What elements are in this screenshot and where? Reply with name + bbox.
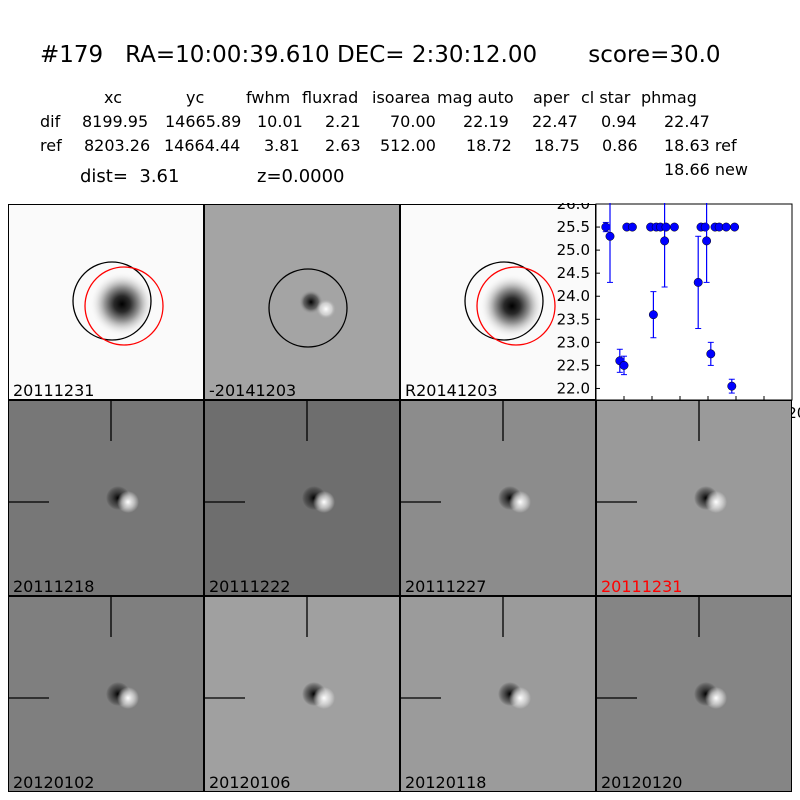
cutout-image: [401, 401, 532, 514]
data-point: [601, 222, 611, 232]
cutout-panel: 20120102: [8, 596, 204, 792]
reference-image: [72, 261, 164, 346]
data-point: [693, 277, 703, 287]
cutout-panel: 20120118: [400, 596, 596, 792]
data-point: [648, 310, 658, 320]
panel-label: 20111222: [209, 577, 291, 596]
column-header-yc: yc: [186, 88, 205, 107]
reference-image-panel: 20111231: [8, 204, 204, 400]
row-label-ref: ref: [40, 136, 62, 155]
data-point: [727, 381, 737, 391]
column-header-mag-auto: mag auto: [437, 88, 514, 107]
panel-label: -20141203: [209, 381, 297, 400]
phmag-new: 18.66 new: [664, 160, 748, 179]
column-header-phmag: phmag: [641, 88, 697, 107]
y-tick-label: 23.5: [557, 310, 590, 328]
ref-aperture-circle: [72, 261, 152, 341]
panel-label: 20111227: [405, 577, 487, 596]
ref-yc: 14664.44: [164, 136, 241, 155]
page-title: #179 RA=10:00:39.610 DEC= 2:30:12.00 sco…: [40, 42, 721, 68]
remapped-reference-image: [464, 261, 556, 346]
ref-aper: 18.75: [534, 136, 580, 155]
cutout-image: [205, 401, 336, 514]
column-header-aper: aper: [533, 88, 570, 107]
ref-xc: 8203.26: [84, 136, 151, 155]
ref-cl-star: 0.86: [602, 136, 638, 155]
data-point: [661, 222, 671, 232]
cutout-image: [401, 597, 532, 710]
data-point: [605, 231, 615, 241]
remapped-reference-panel: R20141203: [400, 204, 596, 400]
data-point: [619, 360, 629, 370]
dif-isoarea: 70.00: [390, 112, 436, 131]
redshift-value: z=0.0000: [257, 166, 345, 187]
dif-xc: 8199.95: [82, 112, 149, 131]
diff-aperture-circle: [268, 268, 348, 348]
data-point: [700, 222, 710, 232]
dif-fwhm: 10.01: [257, 112, 303, 131]
cutout-panel: 20120120: [596, 596, 792, 792]
y-tick-label: 25.0: [557, 241, 590, 259]
y-tick-label: 24.0: [557, 287, 590, 305]
column-header-isoarea: isoarea: [372, 88, 431, 107]
panel-label: 20111231: [13, 381, 95, 400]
dif-fluxrad: 2.21: [325, 112, 361, 131]
new-aperture-circle: [476, 266, 556, 346]
cutout-panel: 20111222: [204, 400, 400, 596]
y-tick-label: 23.0: [557, 333, 590, 351]
cutout-image: [597, 597, 728, 710]
data-point: [669, 222, 679, 232]
data-point: [706, 349, 716, 359]
ref-mag-auto: 18.72: [466, 136, 512, 155]
data-point: [627, 222, 637, 232]
cutout-image: [205, 597, 336, 710]
ref-fluxrad: 2.63: [325, 136, 361, 155]
panel-label: 20111218: [13, 577, 95, 596]
dif-aper: 22.47: [532, 112, 578, 131]
column-header-cl-star: cl star: [581, 88, 631, 107]
y-tick-label: 22.0: [557, 379, 590, 397]
row-label-dif: dif: [40, 112, 61, 131]
difference-image: [268, 268, 348, 348]
dif-cl-star: 0.94: [601, 112, 637, 131]
column-header-fluxrad: fluxrad: [302, 88, 359, 107]
panel-label-highlighted: 20111231: [601, 577, 683, 596]
column-header-xc: xc: [104, 88, 122, 107]
cutout-image: [9, 597, 140, 710]
dist-value: dist= 3.61: [80, 166, 180, 187]
cutout-panel: 20111227: [400, 400, 596, 596]
dif-yc: 14665.89: [165, 112, 242, 131]
panel-label: 20120120: [601, 773, 683, 792]
cutout-panel: 20111231: [596, 400, 792, 596]
data-point: [702, 236, 712, 246]
panel-label: R20141203: [405, 381, 498, 400]
new-aperture-circle: [84, 266, 164, 346]
data-point: [721, 222, 731, 232]
dif-phmag: 22.47: [664, 112, 710, 131]
data-point: [730, 222, 740, 232]
y-tick-label: 25.5: [557, 218, 590, 236]
difference-image-panel: -20141203: [204, 204, 400, 400]
cutout-panel: 20120106: [204, 596, 400, 792]
y-tick-label: 24.5: [557, 264, 590, 282]
panel-label: 20120118: [405, 773, 487, 792]
cutout-image: [597, 401, 728, 514]
panel-label: 20120102: [13, 773, 95, 792]
column-header-fwhm: fwhm: [246, 88, 291, 107]
cutout-panel: 20111218: [8, 400, 204, 596]
data-point: [660, 236, 670, 246]
ref-phmag: 18.63 ref: [664, 136, 737, 155]
y-tick-label: 26.0: [557, 203, 590, 213]
cutout-image: [9, 401, 140, 514]
light-curve-chart: 02040608010012022.022.523.023.524.024.52…: [557, 203, 800, 422]
ref-fwhm: 3.81: [264, 136, 300, 155]
dif-mag-auto: 22.19: [463, 112, 509, 131]
ref-isoarea: 512.00: [380, 136, 436, 155]
panel-label: 20120106: [209, 773, 291, 792]
ref-aperture-circle: [464, 261, 544, 341]
y-tick-label: 22.5: [557, 356, 590, 374]
